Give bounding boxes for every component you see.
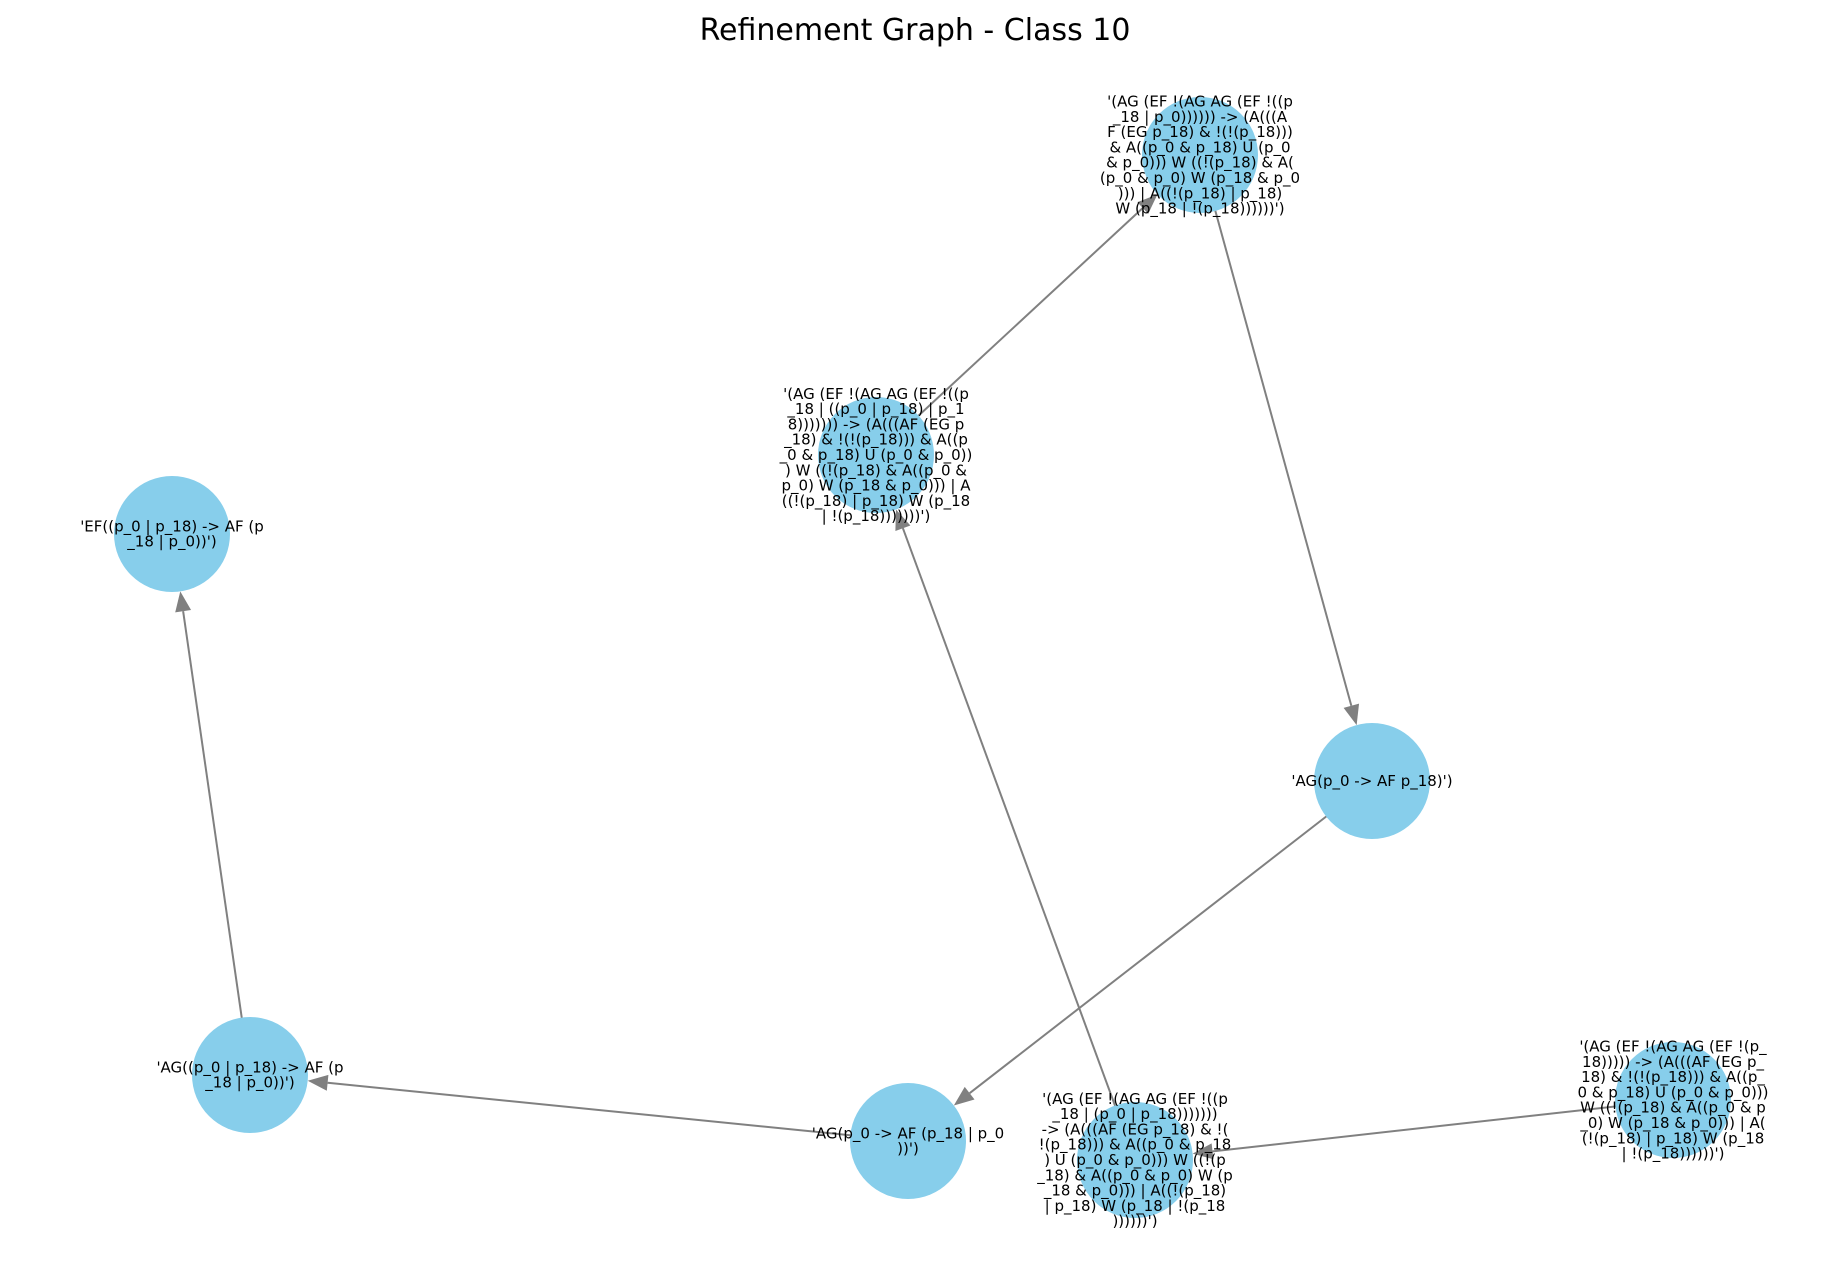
node-label-n_top: '(AG (EF !(AG AG (EF !((p _18 | p_0))))))… — [1100, 92, 1300, 218]
edge-n_right-to-n_bot — [1192, 1099, 1674, 1160]
graph-title: Refinement Graph - Class 10 — [700, 13, 1131, 48]
node-label-n_mid: '(AG (EF !(AG AG (EF !((p _18 | ((p_0 | p… — [779, 385, 973, 526]
node-label-line: (!(p_18) | p_18) W (p_18 — [1582, 1129, 1765, 1148]
node-label-line: -> (A(((AF (EG p_18) & !( — [1042, 1120, 1229, 1139]
node-label-n_right: '(AG (EF !(AG AG (EF !(p_ 18))))) -> (A((… — [1577, 1037, 1768, 1163]
node-label-line: & A((p_0 & p_18) U (p_0 — [1109, 138, 1290, 157]
node-label-line: F (EG p_18) & !(!(p_18))) — [1107, 123, 1293, 142]
node-label-line: & p_0))) W ((!(p_18) & A( — [1106, 154, 1294, 173]
arrowhead-icon — [953, 1086, 975, 1106]
node-n_right — [1615, 1042, 1731, 1158]
node-label-n_agc: 'AG(p_0 -> AF (p_18 | p_0))') — [812, 1124, 1004, 1157]
node-label-n_agl: 'AG((p_0 | p_18) -> AF (p _18 | p_0))') — [156, 1058, 343, 1092]
node-label-line: | p_18) W (p_18 | !(p_18 — [1045, 1197, 1226, 1216]
node-label-line: !(p_18))) & A((p_0 & p_18 — [1039, 1136, 1232, 1155]
node-label-line: 'EF((p_0 | p_18) -> AF (p — [80, 517, 264, 536]
node-n_ef — [114, 476, 230, 592]
node-label-line: _0) W (p_18 & p_0))) | A( — [1579, 1114, 1765, 1133]
labels-layer: '(AG (EF !(AG AG (EF !((p _18 | p_0))))))… — [80, 92, 1768, 1230]
edges-layer — [175, 154, 1674, 1161]
node-label-line: '(AG (EF !(AG AG (EF !((p — [1042, 1090, 1228, 1108]
node-label-line: 'AG(p_0 -> AF (p_18 | p_0 — [812, 1124, 1004, 1143]
node-label-line: _18) & !(!(p_18))) & A((p — [783, 431, 968, 450]
edge-n_agc-to-n_agl — [307, 1074, 909, 1142]
node-label-line: _18 | p_0))') — [126, 533, 216, 552]
edge-line — [969, 780, 1373, 1094]
node-label-n_agr: 'AG(p_0 -> AF p_18)') — [1291, 772, 1452, 791]
edge-n_agl-to-n_ef — [175, 591, 251, 1076]
node-label-line: ) W ((!(p_18) & A((p_0 & — [785, 461, 967, 480]
node-label-line: | !(p_18))))))') — [1622, 1145, 1725, 1164]
edge-n_agr-to-n_agc — [953, 780, 1373, 1106]
edge-line — [182, 611, 251, 1076]
edge-n_top-to-n_agr — [1199, 154, 1360, 726]
arrowhead-icon — [895, 509, 911, 531]
node-label-line: p_0) W (p_18 & p_0))) | A — [782, 477, 972, 496]
edge-line — [327, 1081, 909, 1142]
edge-line — [875, 207, 1144, 456]
node-n_top — [1142, 97, 1258, 213]
node-n_agl — [192, 1017, 308, 1133]
node-label-line: 8))))))) -> (A(((AF (EG p — [788, 415, 965, 433]
node-label-line: 18) & !(!(p_18))) & A((p_ — [1581, 1068, 1765, 1087]
arrowhead-icon — [175, 591, 192, 613]
node-n_agc — [850, 1083, 966, 1199]
node-label-line: W ((!(p_18) & A((p_0 & p — [1580, 1099, 1766, 1118]
node-label-line: _0 & p_18) U (p_0 & p_0)) — [779, 446, 973, 465]
node-label-line: 18))))) -> (A(((AF (EG p_ — [1582, 1053, 1764, 1072]
node-label-line: ) U (p_0 & p_0))) W ((!(p — [1044, 1151, 1226, 1170]
node-label-line: '(AG (EF !(AG AG (EF !(p_ — [1579, 1037, 1767, 1056]
node-label-line: 'AG(p_0 -> AF p_18)') — [1291, 772, 1452, 791]
arrowhead-icon — [1343, 703, 1360, 726]
arrowhead-icon — [307, 1074, 329, 1091]
node-label-line: 'AG((p_0 | p_18) -> AF (p — [156, 1058, 343, 1077]
node-n_bot — [1077, 1102, 1193, 1218]
node-label-line: _18 | p_0))') — [204, 1074, 294, 1093]
node-label-line: ))) | A((!(p_18) | p_18) — [1118, 184, 1283, 203]
node-label-line: _18 & p_0))) | A((!(p_18) — [1043, 1182, 1226, 1201]
edge-line — [1199, 154, 1353, 707]
node-label-line: _18 | (p_0 | p_18))))))) — [1051, 1105, 1217, 1124]
node-label-line: _18 | p_0)))))) -> (A(((A — [1112, 108, 1288, 127]
node-n_mid — [818, 397, 934, 513]
node-label-line: (p_0 & p_0) W (p_18 & p_0 — [1100, 169, 1300, 188]
node-label-line: W (p_18 | !(p_18))))))') — [1115, 200, 1284, 219]
node-label-line: | !(p_18)))))))') — [822, 507, 931, 526]
nodes-layer — [114, 97, 1731, 1218]
arrowhead-icon — [1137, 194, 1158, 214]
arrowhead-icon — [1192, 1143, 1214, 1160]
node-label-line: ))))))') — [1112, 1212, 1157, 1230]
node-label-line: _18) & A((p_0 & p_0) W (p — [1036, 1166, 1233, 1185]
node-label-n_bot: '(AG (EF !(AG AG (EF !((p _18 | (p_0 | p_… — [1036, 1090, 1233, 1230]
node-label-line: ((!(p_18) | p_18) W (p_18 — [782, 492, 970, 511]
edge-n_bot-to-n_mid — [895, 509, 1136, 1161]
node-label-n_ef: 'EF((p_0 | p_18) -> AF (p _18 | p_0))') — [80, 517, 264, 551]
node-label-line: _18 | ((p_0 | p_18) | p_1 — [786, 400, 964, 419]
edge-line — [901, 527, 1136, 1161]
node-label-line: ))') — [897, 1140, 919, 1158]
edge-line — [1212, 1099, 1674, 1153]
node-label-line: '(AG (EF !(AG AG (EF !((p — [1107, 92, 1293, 110]
edge-n_mid-to-n_top — [875, 194, 1158, 456]
node-n_agr — [1314, 723, 1430, 839]
node-label-line: '(AG (EF !(AG AG (EF !((p — [783, 385, 969, 403]
node-label-line: 0 & p_18) U (p_0 & p_0))) — [1577, 1083, 1768, 1102]
